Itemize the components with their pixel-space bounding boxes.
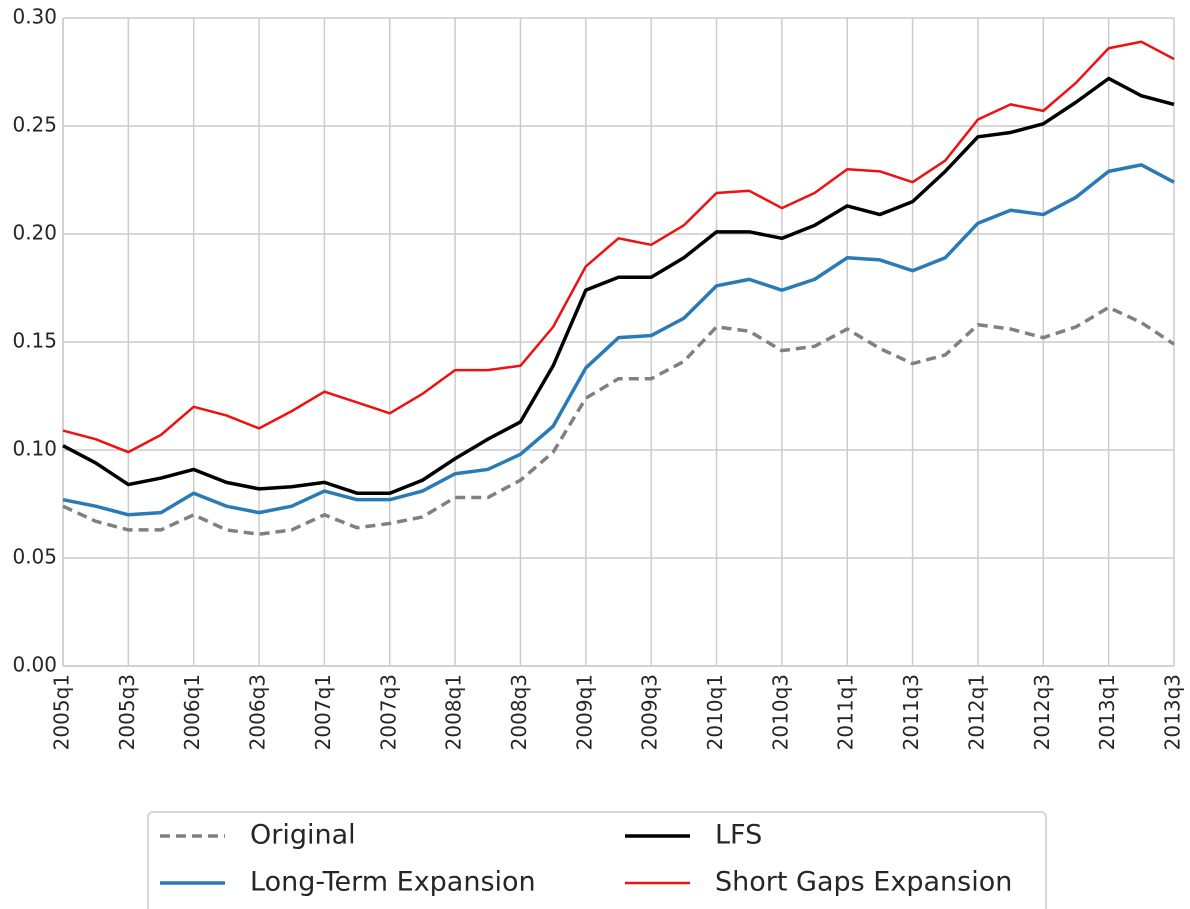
legend-label: Short Gaps Expansion bbox=[715, 867, 1012, 898]
line-series bbox=[62, 163, 1175, 517]
line-series bbox=[62, 305, 1175, 536]
line-series bbox=[62, 40, 1175, 454]
x-tick-label: 2005q3 bbox=[115, 674, 139, 750]
y-tick-label: 0.30 bbox=[12, 5, 57, 29]
y-tick-label: 0.10 bbox=[12, 437, 57, 461]
x-tick-label: 2008q1 bbox=[442, 674, 466, 750]
y-tick-label: 0.00 bbox=[12, 653, 57, 677]
x-tick-label: 2005q1 bbox=[50, 674, 74, 750]
x-tick-label: 2010q1 bbox=[703, 674, 727, 750]
x-tick-label: 2009q1 bbox=[572, 674, 596, 750]
legend-label: Original bbox=[250, 820, 356, 851]
x-tick-label: 2008q3 bbox=[507, 674, 531, 750]
x-tick-label: 2007q3 bbox=[376, 674, 400, 750]
x-tick-label: 2007q1 bbox=[311, 674, 335, 750]
x-tick-label: 2011q3 bbox=[899, 674, 923, 750]
x-tick-label: 2009q3 bbox=[638, 674, 662, 750]
x-tick-label: 2013q1 bbox=[1095, 674, 1119, 750]
x-tick-label: 2011q1 bbox=[834, 674, 858, 750]
x-tick-label: 2013q3 bbox=[1161, 674, 1185, 750]
x-tick-label: 2006q1 bbox=[180, 674, 204, 750]
y-tick-label: 0.25 bbox=[12, 113, 57, 137]
y-tick-label: 0.05 bbox=[12, 545, 57, 569]
y-tick-label: 0.15 bbox=[12, 329, 57, 353]
legend-box bbox=[147, 811, 1047, 909]
x-tick-label: 2010q3 bbox=[768, 674, 792, 750]
x-tick-label: 2012q3 bbox=[1030, 674, 1054, 750]
legend-label: Long-Term Expansion bbox=[250, 867, 536, 898]
legend: Original Long-Term Expansion LFS Short Gaps… bbox=[147, 811, 1047, 909]
x-tick-label: 2006q3 bbox=[246, 674, 270, 750]
legend-label: LFS bbox=[715, 820, 762, 851]
line-series bbox=[62, 76, 1175, 495]
y-tick-label: 0.20 bbox=[12, 221, 57, 245]
x-tick-label: 2012q1 bbox=[964, 674, 988, 750]
